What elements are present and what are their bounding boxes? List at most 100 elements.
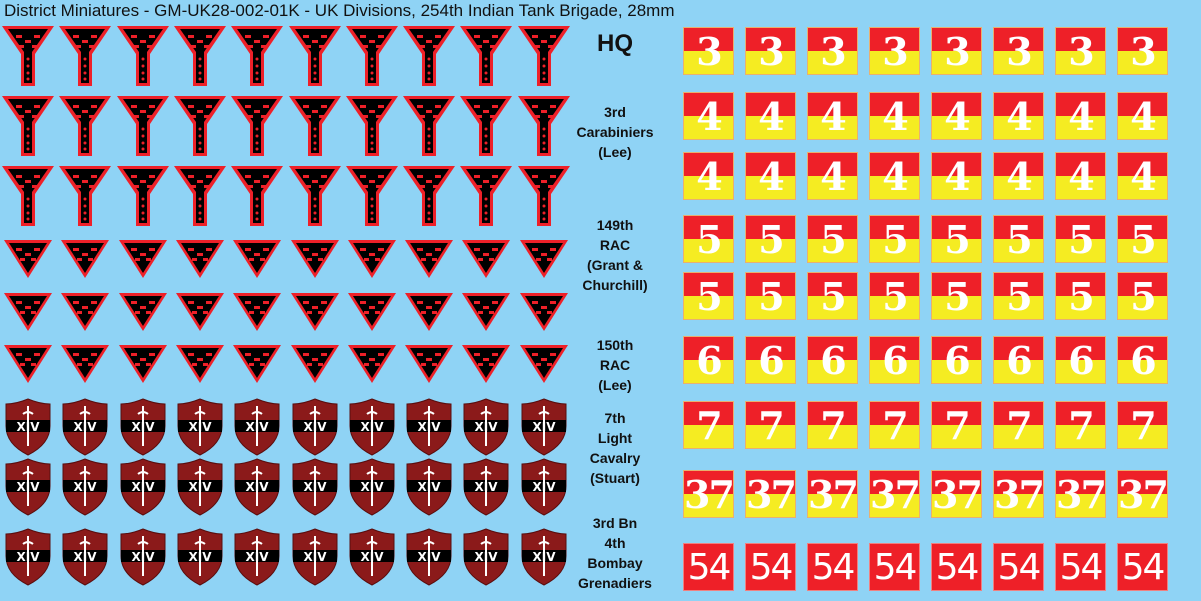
svg-text:XIV: XIV bbox=[532, 480, 556, 494]
tactical-number-tile: 54 bbox=[807, 543, 858, 591]
triangle-insignia bbox=[519, 238, 568, 283]
tactical-number-tile: 5 bbox=[807, 272, 858, 320]
funnel-insignia bbox=[116, 24, 169, 91]
triangle-insignia bbox=[61, 343, 110, 388]
svg-text:XIV: XIV bbox=[246, 420, 270, 434]
unit-label: 3rd Carabiniers (Lee) bbox=[576, 104, 654, 160]
shield-insignia: XIV bbox=[61, 458, 109, 521]
shield-insignia: XIV bbox=[348, 528, 396, 591]
tactical-number-tile: 4 bbox=[993, 92, 1044, 140]
shield-insignia: XIV bbox=[520, 458, 568, 521]
triangle-insignia bbox=[405, 238, 454, 283]
funnel-insignia bbox=[59, 24, 112, 91]
funnel-insignia bbox=[2, 94, 54, 161]
unit-label: 3rd Bn 4th Bombay Grenadiers bbox=[578, 515, 652, 591]
tactical-number-tile: 3 bbox=[993, 27, 1044, 75]
shield-insignia: XIV bbox=[291, 398, 339, 461]
unit-label: HQ bbox=[597, 30, 633, 57]
tactical-number-tile: 37 bbox=[931, 470, 983, 518]
tactical-number-tile: 6 bbox=[683, 336, 734, 384]
funnel-insignia bbox=[345, 24, 398, 91]
unit-label: 150th RAC (Lee) bbox=[596, 337, 634, 393]
svg-text:XIV: XIV bbox=[532, 420, 556, 434]
shield-insignia: XIV bbox=[176, 398, 224, 461]
triangle-insignia bbox=[61, 238, 110, 283]
triangle-insignia bbox=[233, 238, 282, 283]
tactical-number-tile: 4 bbox=[683, 152, 734, 200]
triangle-insignia bbox=[118, 291, 167, 336]
triangle-insignia bbox=[519, 291, 568, 336]
tactical-number-tile: 4 bbox=[1117, 152, 1168, 200]
shield-insignia: XIV bbox=[520, 398, 568, 461]
tactical-number-tile: 5 bbox=[869, 272, 920, 320]
tactical-number-tile: 37 bbox=[683, 470, 735, 518]
tactical-number-tile: 4 bbox=[993, 152, 1044, 200]
funnel-insignia bbox=[116, 94, 169, 161]
shield-insignia: XIV bbox=[4, 398, 52, 461]
funnel-insignia bbox=[517, 94, 570, 161]
tactical-number-tile: 5 bbox=[931, 215, 982, 263]
tactical-number-tile: 4 bbox=[1117, 92, 1168, 140]
tactical-number-tile: 6 bbox=[869, 336, 920, 384]
funnel-insignia bbox=[403, 164, 456, 231]
shield-insignia: XIV bbox=[291, 528, 339, 591]
shield-insignia: XIV bbox=[233, 398, 281, 461]
shield-insignia: XIV bbox=[61, 528, 109, 591]
svg-text:XIV: XIV bbox=[418, 420, 442, 434]
svg-text:XIV: XIV bbox=[246, 550, 270, 564]
triangle-insignia bbox=[118, 343, 167, 388]
shield-insignia: XIV bbox=[4, 528, 52, 591]
shield-insignia: XIV bbox=[462, 398, 510, 461]
tactical-number-tile: 4 bbox=[869, 152, 920, 200]
tactical-number-tile: 6 bbox=[931, 336, 982, 384]
funnel-insignia bbox=[59, 164, 112, 231]
tactical-number-tile: 5 bbox=[993, 215, 1044, 263]
funnel-insignia bbox=[116, 164, 169, 231]
triangle-insignia bbox=[347, 343, 396, 388]
triangle-insignia bbox=[405, 291, 454, 336]
tactical-number-tile: 4 bbox=[745, 92, 796, 140]
svg-text:XIV: XIV bbox=[74, 480, 98, 494]
triangle-insignia bbox=[290, 238, 339, 283]
tactical-number-tile: 4 bbox=[807, 152, 858, 200]
tactical-number-tile: 4 bbox=[869, 92, 920, 140]
shield-insignia: XIV bbox=[405, 458, 453, 521]
shield-insignia: XIV bbox=[119, 458, 167, 521]
tactical-number-tile: 7 bbox=[1117, 401, 1168, 449]
tactical-number-tile: 3 bbox=[1055, 27, 1106, 75]
funnel-insignia bbox=[288, 24, 341, 91]
tactical-number-tile: 54 bbox=[1055, 543, 1106, 591]
funnel-insignia bbox=[59, 94, 112, 161]
triangle-insignia bbox=[4, 343, 52, 388]
shield-insignia: XIV bbox=[291, 458, 339, 521]
funnel-insignia bbox=[2, 164, 54, 231]
funnel-insignia bbox=[2, 24, 54, 91]
unit-label: 149th RAC (Grant & Churchill) bbox=[582, 217, 648, 293]
funnel-insignia bbox=[403, 94, 456, 161]
triangle-insignia bbox=[175, 238, 224, 283]
svg-text:XIV: XIV bbox=[16, 550, 40, 564]
triangle-insignia bbox=[519, 343, 568, 388]
shield-insignia: XIV bbox=[119, 528, 167, 591]
tactical-number-tile: 37 bbox=[745, 470, 797, 518]
tactical-number-tile: 6 bbox=[807, 336, 858, 384]
shield-insignia: XIV bbox=[61, 398, 109, 461]
svg-text:XIV: XIV bbox=[131, 480, 155, 494]
triangle-insignia bbox=[462, 291, 511, 336]
svg-text:XIV: XIV bbox=[246, 480, 270, 494]
funnel-insignia bbox=[460, 24, 513, 91]
tactical-number-tile: 7 bbox=[745, 401, 796, 449]
triangle-insignia bbox=[290, 291, 339, 336]
tactical-number-tile: 6 bbox=[1055, 336, 1106, 384]
tactical-number-tile: 4 bbox=[745, 152, 796, 200]
tactical-number-tile: 3 bbox=[1117, 27, 1168, 75]
triangle-insignia bbox=[175, 343, 224, 388]
svg-text:XIV: XIV bbox=[74, 420, 98, 434]
tactical-number-tile: 7 bbox=[807, 401, 858, 449]
tactical-number-tile: 4 bbox=[1055, 92, 1106, 140]
tactical-number-tile: 7 bbox=[869, 401, 920, 449]
tactical-number-tile: 37 bbox=[1117, 470, 1169, 518]
svg-text:XIV: XIV bbox=[303, 480, 327, 494]
funnel-insignia bbox=[288, 94, 341, 161]
triangle-insignia bbox=[462, 238, 511, 283]
